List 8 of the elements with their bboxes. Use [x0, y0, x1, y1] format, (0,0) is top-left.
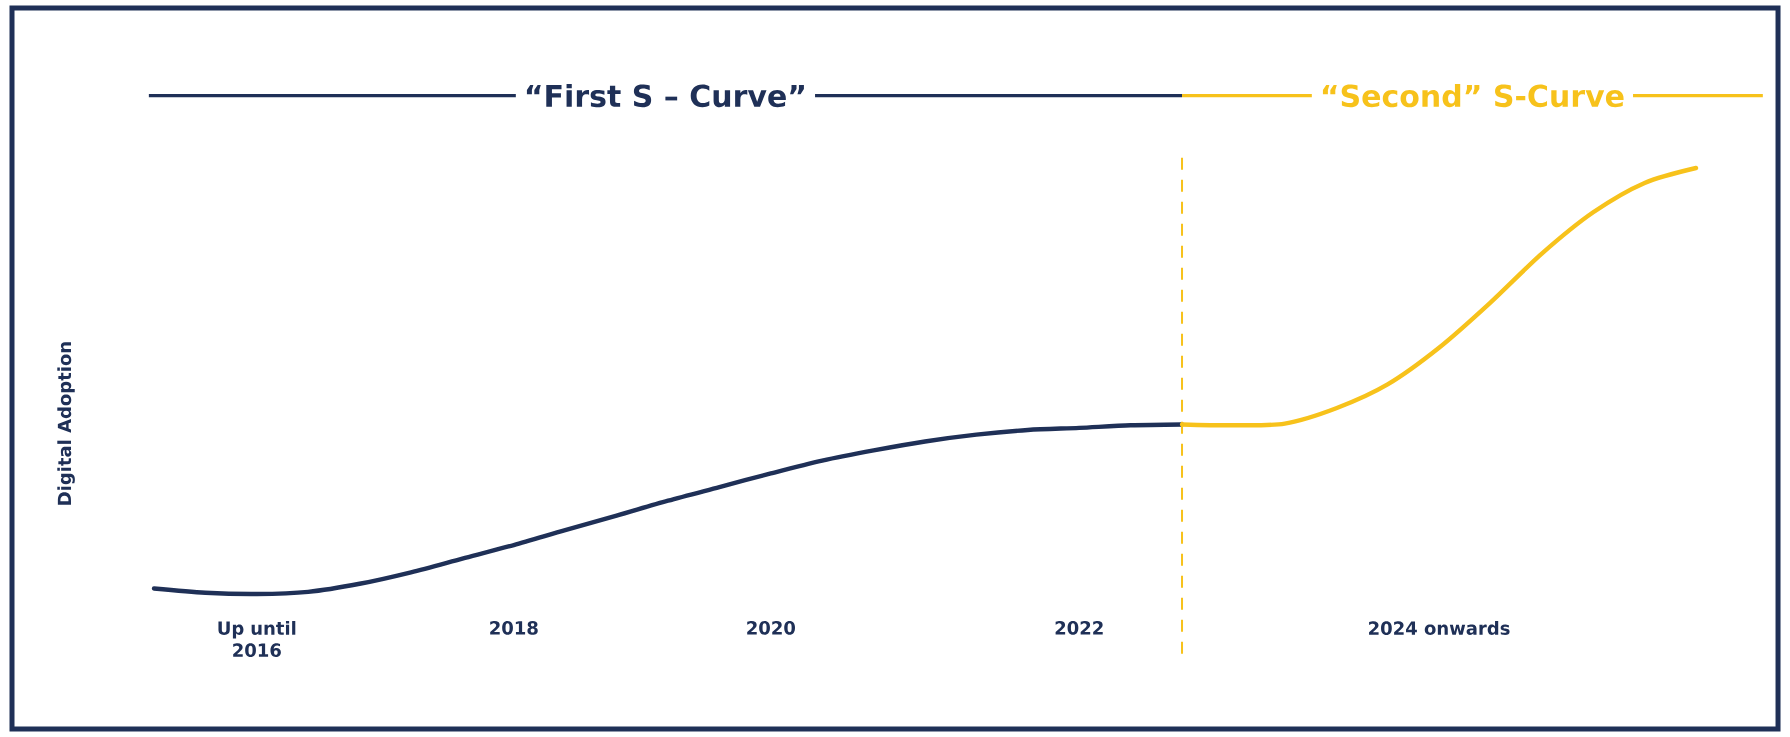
- text: “First S – Curve”: [526, 83, 804, 108]
- x-tick-label: Up until 2016: [218, 621, 296, 657]
- x-tick-label: 2024 onwards: [1369, 621, 1510, 635]
- x-tick-label: 2018: [490, 621, 538, 635]
- text: “Second” S-Curve: [1322, 83, 1624, 108]
- y-axis-title: Digital Adoption: [57, 342, 75, 505]
- x-tick-label: 2020: [747, 621, 795, 635]
- x-tick-label: 2022: [1055, 621, 1103, 635]
